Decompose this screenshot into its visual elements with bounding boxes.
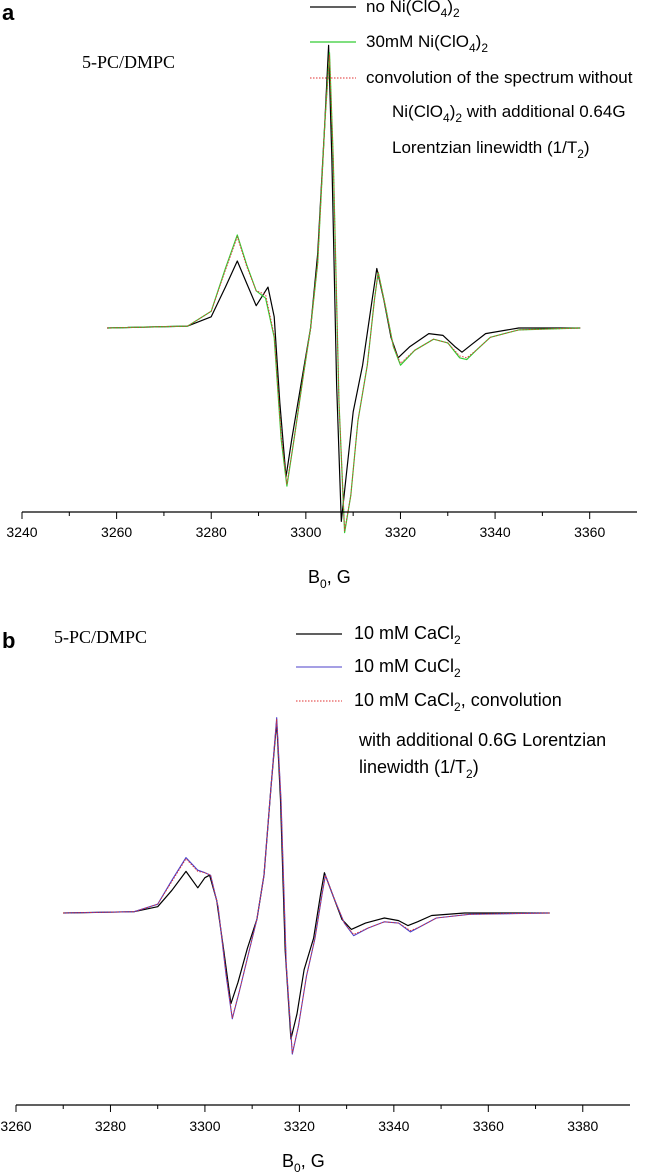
panel-a-x-tick-label: 3320: [385, 524, 416, 540]
panel-b-sample-label: 5-PC/DMPC: [54, 627, 147, 647]
panel-b-x-ticks: 3260 3280 3300 3320 3340 3360 3380: [0, 1105, 599, 1134]
panel-b-x-tick-label: 3280: [95, 1118, 126, 1134]
panel-a-x-tick-label: 3360: [574, 524, 605, 540]
panel-a-x-axis-title: B0, G: [308, 567, 351, 591]
panel-a-legend-entry: 30mM Ni(ClO4)2​: [366, 32, 488, 55]
panel-b-chart: b 5-PC/DMPC 10 mM CaCl2​10 mM CuCl2​10 m…: [0, 623, 630, 1175]
panel-b-legend: 10 mM CaCl2​ 10 mM CuCl2​ 10 mM CaCl2, con…: [296, 623, 606, 781]
panel-a-letter: a: [2, 0, 15, 25]
panel-b-x-tick-label: 3360: [473, 1118, 504, 1134]
panel-a-legend-entry: convolution of the spectrum without: [366, 68, 633, 87]
panel-a-series-0-line: [107, 44, 581, 522]
panel-b-x-tick-label: 3300: [189, 1118, 220, 1134]
panel-a-series-2-line: [107, 54, 581, 532]
panel-a-sample-label: 5-PC/DMPC: [82, 52, 175, 72]
panel-a-legend-entry: Ni(ClO4)2 with additional 0.64G: [392, 102, 626, 125]
panel-a-x-ticks: 3240 3260 3280 3300 3320 3340 3360: [6, 512, 605, 540]
panel-a-x-tick-label: 3260: [101, 524, 132, 540]
panel-a-x-tick-label: 3240: [6, 524, 37, 540]
panel-b-legend-entry: linewidth (1/T2): [359, 757, 479, 781]
panel-a-chart: a 5-PC/DMPC no Ni(ClO4)2​ 30mM Ni(ClO4)2​…: [2, 0, 637, 591]
panel-a-x-tick-label: 3340: [479, 524, 510, 540]
panel-b-x-tick-label: 3320: [284, 1118, 315, 1134]
panel-b-plot-area: [63, 717, 550, 1055]
panel-a-x-tick-label: 3280: [196, 524, 227, 540]
panel-a-x-tick-label: 3300: [290, 524, 321, 540]
panel-b-legend-entry: 10 mM CaCl2​: [354, 623, 461, 647]
panel-a-legend-entry: no Ni(ClO4)2​: [366, 0, 460, 20]
panel-b-legend-entry: 10 mM CaCl2, convolution: [354, 690, 562, 714]
panel-a-series-1-line: [107, 52, 581, 534]
panel-b-series-2-line: [63, 718, 550, 1054]
panel-b-legend-entry: 10 mM CuCl2​: [354, 656, 461, 680]
panel-b-x-tick-label: 3340: [378, 1118, 409, 1134]
panel-b-x-tick-label: 3380: [567, 1118, 598, 1134]
panel-a-legend: no Ni(ClO4)2​ 30mM Ni(ClO4)2​ convolution …: [310, 0, 633, 161]
panel-b-x-tick-label: 3260: [0, 1118, 31, 1134]
panel-a-plot-area: [107, 44, 581, 534]
panel-b-x-axis-title: B0, G: [282, 1151, 325, 1175]
panel-b-letter: b: [2, 628, 15, 653]
panel-b-legend-entry: with additional 0.6G Lorentzian: [358, 730, 606, 750]
panel-a-legend-entry: Lorentzian linewidth (1/T2): [392, 138, 590, 161]
